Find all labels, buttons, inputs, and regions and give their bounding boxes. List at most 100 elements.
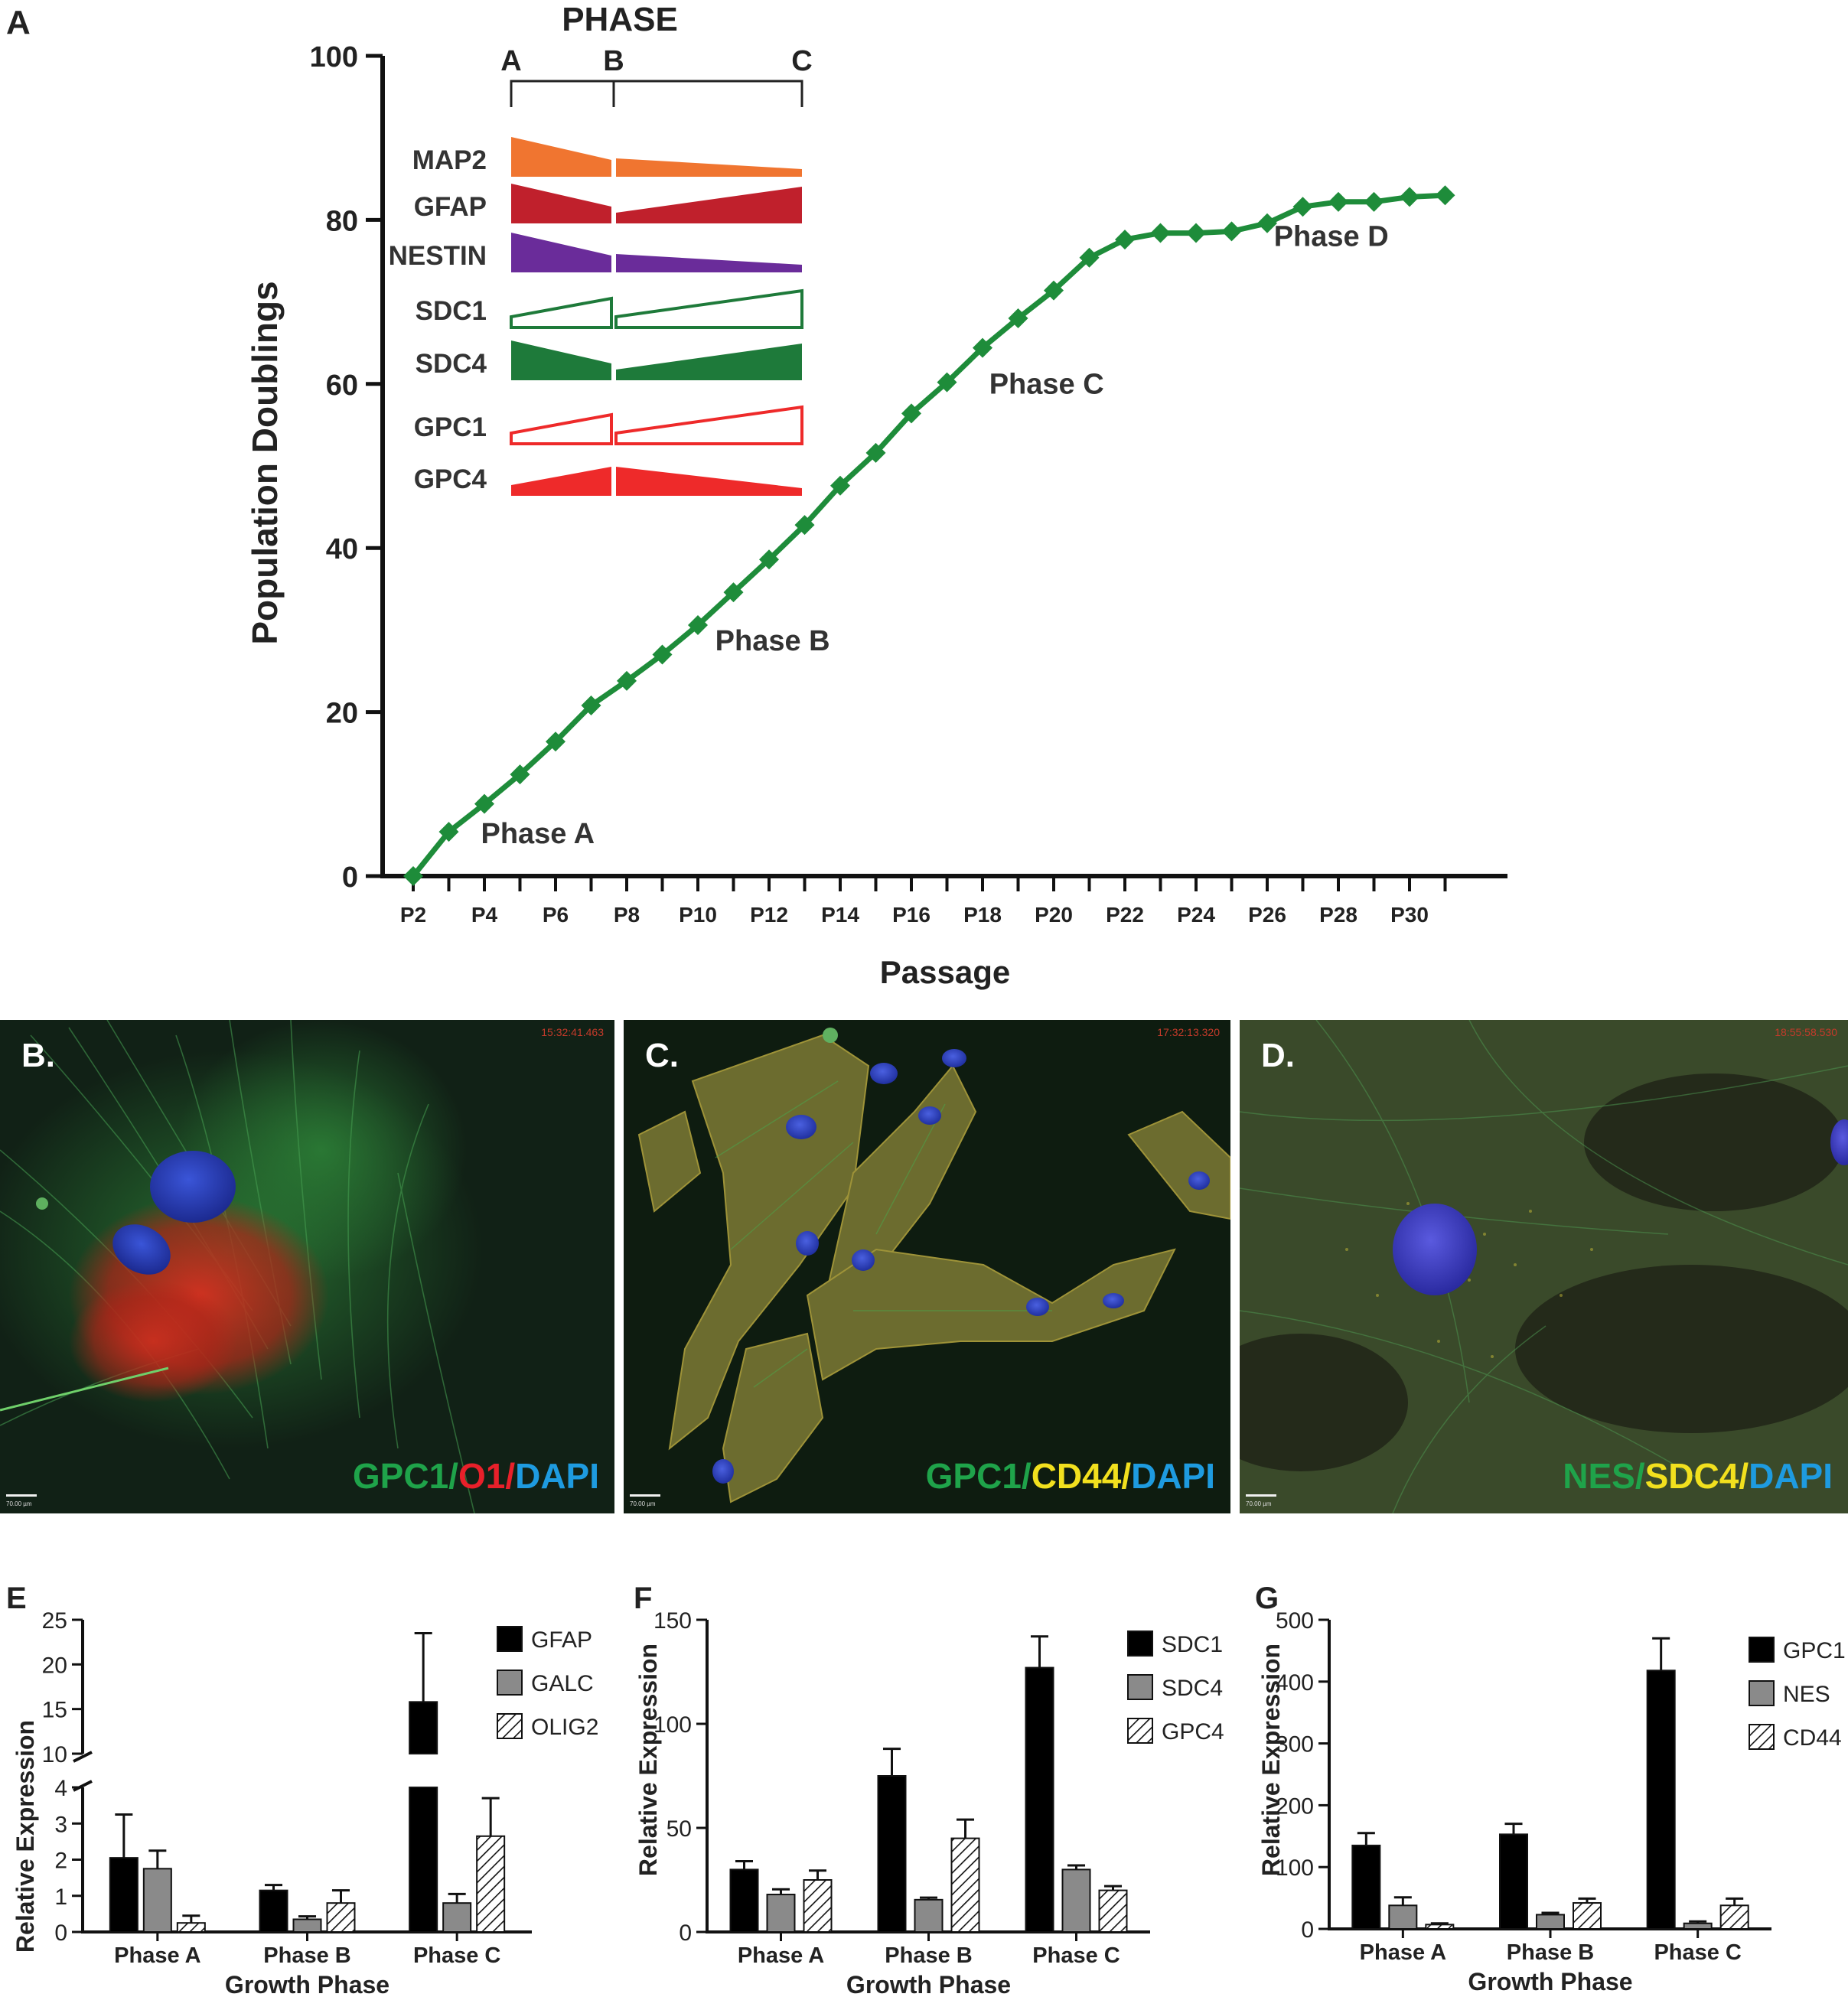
data-point — [794, 515, 815, 536]
caption-part: SDC4 — [1644, 1456, 1739, 1496]
micrograph-d: D. 18:55:58.530 70.00 µm NES/SDC4/DAPI — [1240, 1020, 1848, 1513]
caption-part: / — [1635, 1456, 1645, 1496]
caption-part: O1 — [458, 1456, 506, 1496]
marker-label: GPC1 — [414, 412, 487, 442]
bar — [1719, 1904, 1749, 1930]
data-point — [1186, 223, 1206, 243]
legend-label: SDC1 — [1162, 1632, 1223, 1657]
x-tick-label: P12 — [750, 903, 788, 927]
bar — [326, 1902, 356, 1933]
micrograph-c: C. 17:32:13.320 70.00 µm GPC1/CD44/DAPI — [624, 1020, 1230, 1513]
legend-label: GALC — [531, 1671, 594, 1696]
caption-part: / — [448, 1456, 458, 1496]
data-point — [438, 822, 459, 842]
y-tick-label: 40 — [326, 533, 358, 565]
y-tick-label: 0 — [1301, 1917, 1314, 1943]
y-axis-label: Relative Expression — [634, 1644, 662, 1876]
marker-wedge-bc — [614, 405, 803, 445]
marker-wedge-bc — [616, 467, 802, 496]
x-tick-label: Phase C — [1654, 1940, 1741, 1965]
data-point — [937, 372, 957, 393]
legend-swatch — [1749, 1637, 1775, 1663]
y-tick-label: 50 — [667, 1816, 692, 1842]
y-axis-label: Relative Expression — [1257, 1644, 1285, 1876]
micrograph-d-caption: NES/SDC4/DAPI — [1563, 1455, 1833, 1497]
micrograph-b-scale-label: 70.00 µm — [6, 1500, 32, 1507]
data-point — [510, 764, 530, 785]
y-tick-label: 100 — [653, 1712, 692, 1738]
y-tick-label: 300 — [1276, 1732, 1314, 1758]
bar — [142, 1868, 172, 1933]
data-point — [1079, 247, 1100, 268]
y-tick-label: 400 — [1276, 1670, 1314, 1696]
x-tick-label: Phase C — [1032, 1943, 1120, 1968]
micrograph-c-scalebar — [630, 1494, 660, 1497]
phase-annotation: Phase A — [481, 818, 595, 850]
data-point — [1221, 221, 1242, 242]
marker-wedge-ab — [511, 340, 611, 380]
data-point — [617, 670, 637, 691]
y-tick-label: 200 — [1276, 1793, 1314, 1819]
marker-inset: PHASE A B C MAP2 GFAP NESTIN SDC1 SDC4 GPC1 GPC4 — [389, 1, 813, 496]
micrograph-b-scalebar — [6, 1494, 37, 1497]
data-point — [581, 696, 601, 716]
phase-a-label: A — [500, 45, 521, 77]
x-tick-label: P14 — [821, 903, 859, 927]
micrograph-b: B. 15:32:41.463 70.00 µm GPC1/O1/DAPI — [0, 1020, 614, 1513]
phase-annotation: Phase C — [989, 369, 1104, 401]
bar — [1388, 1904, 1418, 1930]
bar — [109, 1857, 139, 1933]
bar — [1536, 1914, 1565, 1930]
caption-part: / — [505, 1456, 516, 1496]
marker-wedge-bc — [614, 288, 803, 329]
x-tick-label: P4 — [471, 903, 498, 927]
micrograph-d-label: D. — [1261, 1037, 1295, 1074]
legend-swatch — [497, 1670, 523, 1696]
x-tick-label: P28 — [1319, 903, 1357, 927]
marker-label: GPC4 — [414, 464, 487, 494]
bar — [1025, 1666, 1054, 1933]
bar — [1425, 1924, 1455, 1930]
data-point — [1292, 197, 1313, 217]
marker-wedge-ab — [510, 412, 613, 445]
bar — [1098, 1889, 1128, 1933]
y-tick-label: 0 — [679, 1920, 692, 1946]
data-point — [865, 442, 886, 463]
y-tick-label: 15 — [42, 1698, 67, 1723]
bar — [409, 1787, 438, 1933]
micrograph-d-scalebar — [1246, 1494, 1276, 1497]
bar — [1573, 1902, 1602, 1930]
caption-part: / — [1739, 1456, 1749, 1496]
legend-label: CD44 — [1783, 1725, 1842, 1751]
x-tick-label: P22 — [1106, 903, 1144, 927]
data-point — [1400, 187, 1419, 207]
marker-wedge-ab — [511, 184, 611, 223]
phase-title: PHASE — [562, 1, 678, 38]
marker-wedge-ab — [510, 296, 613, 329]
legend-label: NES — [1783, 1682, 1830, 1707]
legend-label: GPC1 — [1783, 1638, 1846, 1663]
chart-a-series — [403, 185, 1455, 886]
data-point — [723, 582, 744, 603]
micrograph-b-timestamp: 15:32:41.463 — [541, 1026, 604, 1038]
bar-chart-g: 0 100 200 300 400 500 Phase A Phase B Phase C Gro… — [1257, 1608, 1846, 1995]
caption-part: DAPI — [1131, 1456, 1215, 1496]
marker-label: GFAP — [414, 192, 487, 222]
x-tick-label: P26 — [1248, 903, 1286, 927]
marker-label: NESTIN — [389, 241, 487, 271]
y-tick-label: 150 — [653, 1608, 692, 1634]
legend-swatch — [497, 1626, 523, 1652]
micrograph-b-label: B. — [21, 1037, 55, 1074]
bar — [476, 1835, 506, 1933]
bar — [176, 1922, 206, 1933]
data-point — [546, 731, 565, 752]
legend-swatch — [1749, 1724, 1775, 1750]
panel-label-f: F — [634, 1582, 652, 1615]
y-axis-label: Relative Expression — [11, 1720, 39, 1953]
relative-expression-charts: E F G 0 1 2 3 4 10 15 20 25 Phase A Phase B Phase C… — [6, 1582, 1846, 1997]
legend-swatch — [497, 1713, 523, 1739]
x-tick-label: P30 — [1390, 903, 1429, 927]
x-tick-label: Phase A — [114, 1943, 200, 1968]
x-tick-label: P24 — [1177, 903, 1215, 927]
x-tick-label: Phase C — [413, 1943, 500, 1968]
